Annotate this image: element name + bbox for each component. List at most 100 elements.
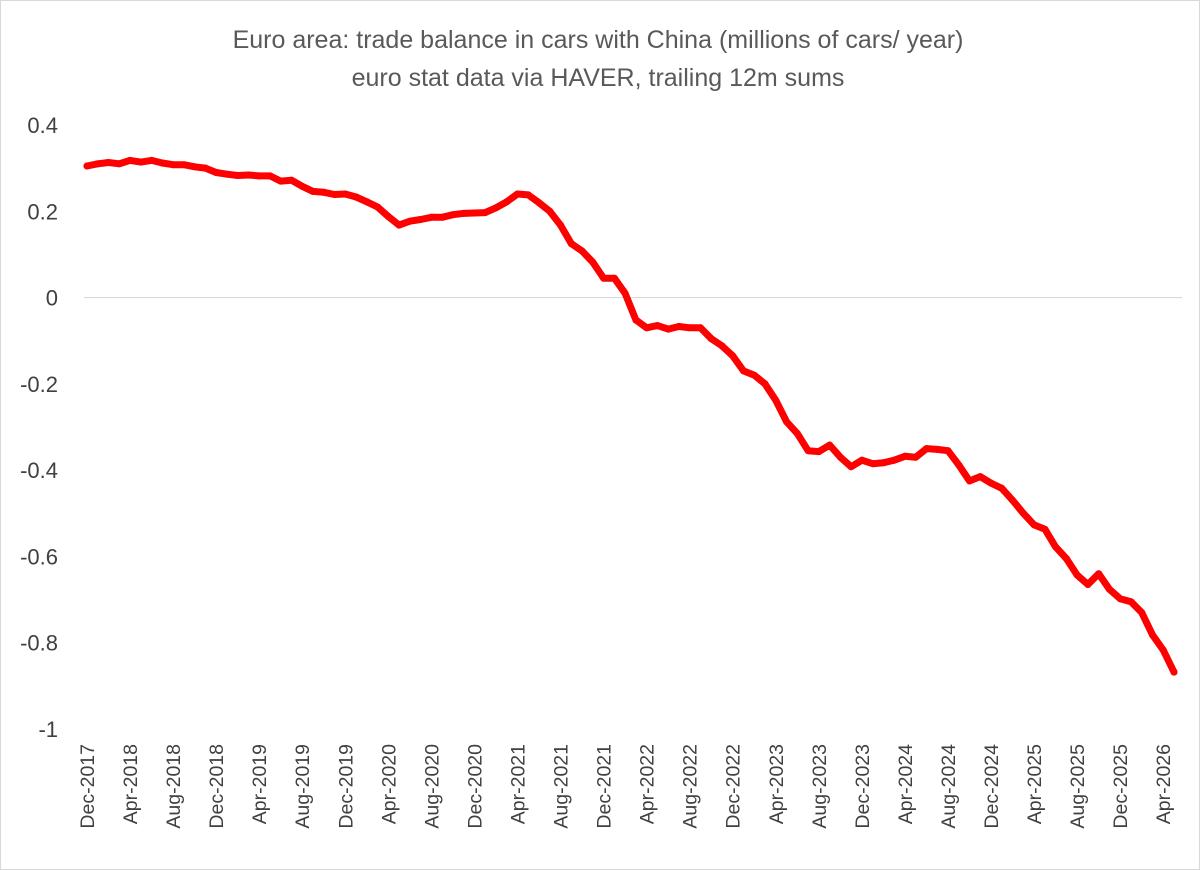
data-point: [976, 473, 984, 481]
data-point: [266, 172, 274, 180]
data-point: [298, 182, 306, 190]
data-point: [481, 209, 489, 217]
data-point: [352, 193, 360, 201]
data-point: [201, 164, 209, 172]
plot-area: [83, 156, 1178, 676]
x-tick-label: Apr-2025: [1024, 744, 1046, 824]
x-tick-label: Dec-2020: [464, 744, 486, 829]
data-point: [643, 324, 651, 332]
data-point: [869, 460, 877, 468]
data-point: [707, 335, 715, 343]
data-point: [1019, 509, 1027, 517]
data-point: [105, 159, 112, 166]
data-point: [1127, 598, 1135, 606]
y-tick-label: -0.4: [20, 458, 58, 483]
data-point: [115, 160, 123, 168]
data-point: [438, 213, 446, 221]
data-point: [740, 367, 747, 375]
chart-subtitle: euro stat data via HAVER, trailing 12m s…: [352, 64, 845, 92]
data-point: [417, 216, 425, 223]
data-point: [126, 156, 134, 164]
data-point: [1030, 521, 1038, 529]
data-point: [169, 161, 177, 169]
x-axis: Dec-2017 Apr-2018 Aug-2018 Dec-2018 Apr-2019…: [77, 744, 1175, 829]
x-tick-label: Aug-2022: [680, 744, 702, 829]
data-point: [933, 445, 941, 453]
x-tick-label: Aug-2023: [809, 744, 831, 829]
data-point: [1105, 585, 1113, 593]
y-tick-label: 0.2: [27, 199, 58, 224]
data-point: [804, 447, 812, 455]
data-point: [826, 441, 834, 449]
data-point: [406, 217, 414, 225]
data-point: [621, 289, 629, 297]
x-tick-label: Dec-2019: [335, 744, 357, 829]
x-tick-label: Apr-2023: [766, 744, 788, 824]
data-point: [148, 156, 156, 164]
data-point: [589, 258, 597, 266]
data-point: [535, 199, 543, 207]
x-tick-label: Dec-2018: [206, 744, 228, 829]
x-tick-label: Dec-2024: [981, 744, 1003, 829]
x-tick-label: Dec-2023: [852, 744, 874, 829]
data-point: [1052, 543, 1060, 551]
data-point: [94, 160, 102, 168]
data-point: [503, 198, 511, 206]
data-point: [223, 170, 231, 178]
data-point: [987, 479, 995, 487]
x-tick-label: Apr-2024: [895, 744, 917, 824]
data-point: [653, 322, 661, 330]
x-tick-label: Apr-2018: [120, 744, 142, 824]
x-tick-label: Dec-2022: [723, 744, 745, 829]
data-point: [514, 190, 521, 198]
data-point: [912, 453, 920, 461]
data-point: [847, 463, 855, 471]
data-point: [966, 477, 973, 485]
data-point: [1116, 595, 1124, 603]
data-point: [460, 209, 468, 217]
data-point: [686, 324, 694, 332]
data-point: [836, 453, 844, 461]
data-point: [234, 172, 242, 179]
data-point: [890, 456, 898, 464]
data-point: [858, 456, 866, 464]
data-point: [524, 191, 532, 199]
data-point: [395, 221, 403, 229]
x-tick-label: Aug-2019: [292, 744, 314, 829]
data-point: [255, 172, 263, 180]
data-point: [449, 211, 457, 219]
data-point: [1149, 631, 1156, 639]
data-point: [244, 171, 252, 179]
data-point: [664, 325, 672, 333]
data-point: [1159, 646, 1167, 654]
y-tick-label: -1: [38, 717, 58, 742]
y-tick-label: -0.6: [20, 544, 58, 569]
data-point: [879, 459, 887, 467]
x-tick-label: Aug-2025: [1067, 744, 1089, 829]
x-tick-label: Apr-2026: [1153, 744, 1175, 824]
data-point: [729, 352, 737, 360]
data-point: [750, 371, 758, 379]
y-tick-label: 0.4: [27, 113, 58, 138]
x-tick-label: Apr-2019: [249, 744, 271, 824]
data-point: [567, 240, 575, 248]
data-point: [1170, 668, 1178, 676]
data-point: [1009, 496, 1017, 504]
data-point: [955, 461, 963, 469]
y-axis: 0.4 0.2 0 -0.2 -0.4 -0.6 -0.8 -1: [20, 113, 58, 742]
y-tick-label: -0.8: [20, 631, 58, 656]
data-point: [158, 159, 166, 167]
data-point: [772, 396, 780, 404]
x-tick-label: Dec-2021: [594, 744, 616, 829]
data-point: [923, 445, 930, 453]
data-point: [675, 323, 683, 330]
data-point: [320, 188, 328, 196]
data-point: [718, 342, 726, 350]
x-tick-label: Dec-2017: [77, 744, 99, 829]
x-tick-label: Apr-2022: [637, 744, 659, 824]
data-point: [83, 162, 91, 170]
data-point: [632, 316, 640, 324]
data-point: [288, 176, 295, 184]
data-point: [1041, 525, 1049, 533]
x-tick-label: Apr-2021: [507, 744, 529, 824]
